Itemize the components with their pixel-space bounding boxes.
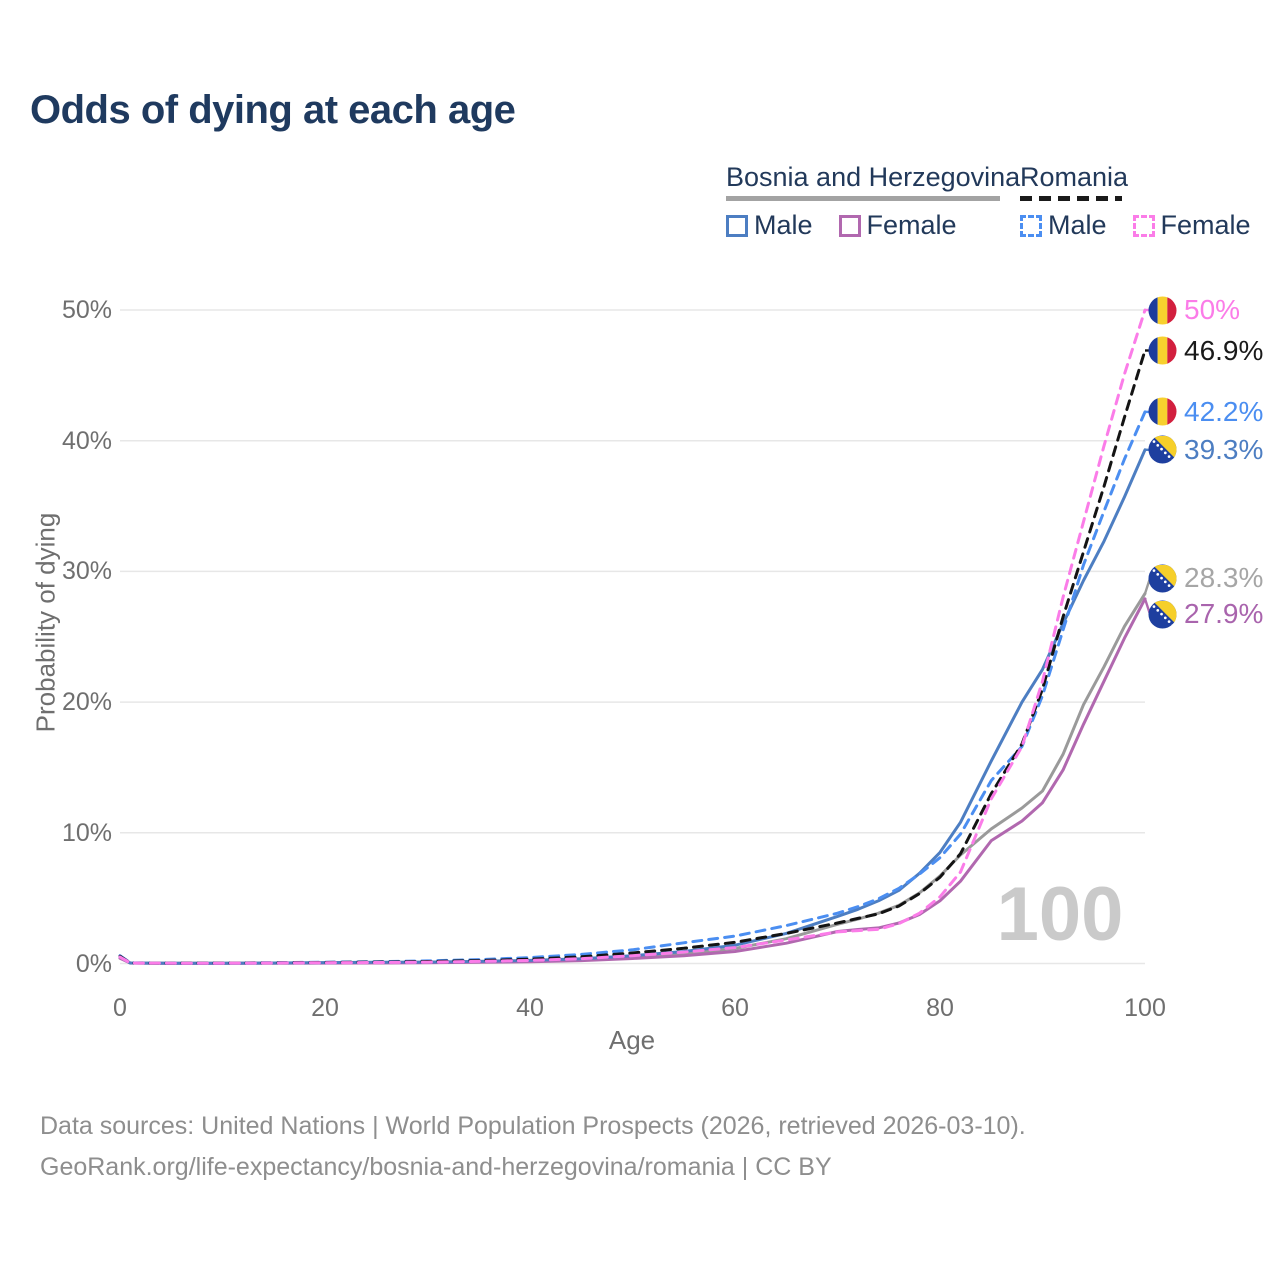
end-value-romania-male: 42.2% bbox=[1184, 395, 1264, 427]
end-label-bosnia-female: 27.9% bbox=[1148, 598, 1263, 630]
x-axis-title: Age bbox=[608, 1025, 656, 1055]
flag-icon-bosnia-and-herzegovina bbox=[1148, 600, 1177, 629]
attribution: Data sources: United Nations | World Pop… bbox=[40, 1106, 1026, 1188]
license-line: GeoRank.org/life-expectancy/bosnia-and-h… bbox=[40, 1153, 832, 1181]
y-tick-label: 10% bbox=[61, 818, 112, 847]
flag-icon-romania bbox=[1148, 397, 1177, 426]
legend-label-romania-male: Male bbox=[1048, 210, 1107, 240]
legend-line-sample-romania bbox=[1020, 196, 1122, 201]
legend-line-sample-bosnia bbox=[726, 196, 1000, 201]
legend-country-bosnia[interactable]: Bosnia and Herzegovina bbox=[726, 162, 1021, 192]
hover-age-indicator: 100 bbox=[996, 872, 1124, 957]
legend-item-bosnia-female[interactable]: Female bbox=[838, 210, 957, 241]
flag-icon-romania bbox=[1148, 296, 1177, 325]
end-label-romania-female: 50% bbox=[1148, 294, 1240, 326]
end-value-romania-both: 46.9% bbox=[1184, 334, 1264, 366]
legend-country-romania[interactable]: Romania bbox=[1020, 162, 1129, 192]
flag-icon-romania bbox=[1148, 336, 1177, 365]
y-tick-label: 50% bbox=[61, 296, 112, 324]
x-tick-label: 20 bbox=[311, 994, 339, 1022]
end-label-bosnia-male: 39.3% bbox=[1148, 434, 1263, 466]
end-value-romania-female: 50% bbox=[1184, 294, 1241, 325]
y-tick-label: 30% bbox=[61, 557, 112, 586]
end-label-romania-male: 42.2% bbox=[1148, 396, 1263, 428]
end-value-bosnia-male: 39.3% bbox=[1184, 433, 1264, 465]
legend-group-bosnia: Bosnia and Herzegovina Male Female bbox=[726, 162, 1020, 241]
flag-icon-bosnia-and-herzegovina bbox=[1148, 564, 1177, 593]
legend-swatch-romania-female bbox=[1132, 214, 1155, 237]
y-tick-label: 40% bbox=[61, 426, 112, 455]
series-line-romania-male[interactable] bbox=[118, 410, 1147, 965]
legend-swatch-bosnia-female bbox=[838, 214, 861, 237]
x-tick-label: 60 bbox=[721, 994, 749, 1022]
end-label-bosnia-both: 28.3% bbox=[1148, 562, 1263, 594]
legend-item-romania-female[interactable]: Female bbox=[1132, 210, 1251, 241]
y-tick-label: 20% bbox=[61, 688, 112, 717]
legend-item-bosnia-male[interactable]: Male bbox=[726, 210, 813, 241]
legend-swatch-bosnia-male bbox=[726, 214, 748, 237]
end-value-bosnia-female: 27.9% bbox=[1184, 598, 1264, 630]
x-tick-label: 80 bbox=[926, 994, 954, 1022]
flag-icon-bosnia-and-herzegovina bbox=[1148, 435, 1177, 464]
x-tick-label: 40 bbox=[516, 994, 544, 1022]
legend-label-bosnia-male: Male bbox=[754, 210, 813, 240]
legend-swatch-romania-male bbox=[1020, 214, 1042, 237]
series-line-bosnia-male[interactable] bbox=[118, 448, 1147, 965]
series-line-romania-female[interactable] bbox=[118, 308, 1147, 965]
series-line-romania-both[interactable] bbox=[118, 349, 1147, 965]
legend-label-romania-female: Female bbox=[1160, 210, 1251, 240]
legend-group-romania: Romania Male Female bbox=[1020, 162, 1251, 241]
chart-title: Odds of dying at each age bbox=[30, 88, 516, 132]
x-tick-label: 100 bbox=[1124, 994, 1166, 1022]
x-tick-label: 0 bbox=[113, 994, 127, 1022]
end-value-bosnia-both: 28.3% bbox=[1184, 562, 1264, 594]
y-tick-label: 0% bbox=[75, 949, 112, 978]
legend-label-bosnia-female: Female bbox=[866, 210, 957, 240]
legend-item-romania-male[interactable]: Male bbox=[1020, 210, 1107, 241]
data-sources-line: Data sources: United Nations | World Pop… bbox=[40, 1112, 1026, 1140]
y-axis-title: Probability of dying bbox=[30, 512, 61, 733]
end-label-romania-both: 46.9% bbox=[1148, 335, 1263, 367]
